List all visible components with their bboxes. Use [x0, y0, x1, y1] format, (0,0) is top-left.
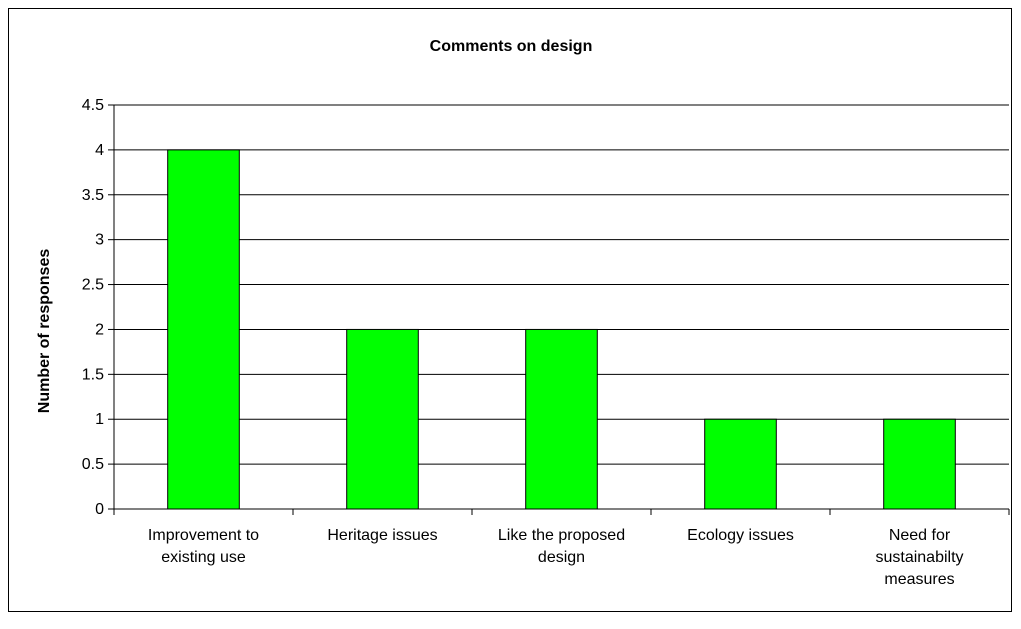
x-category-label: design	[538, 549, 585, 566]
chart-container: Comments on design Number of responses 0…	[8, 8, 1012, 612]
y-tick-label: 0	[95, 501, 104, 518]
y-tick-label: 1	[95, 411, 104, 428]
bar	[704, 418, 777, 510]
y-tick-label: 1.5	[82, 366, 104, 383]
bars	[167, 149, 956, 510]
x-category-label: existing use	[161, 549, 246, 566]
x-category-label: Heritage issues	[327, 527, 437, 544]
chart-title: Comments on design	[430, 38, 593, 55]
axes	[108, 104, 1010, 515]
y-tick-label: 4.5	[82, 97, 104, 114]
gridlines	[114, 104, 1009, 465]
y-tick-label: 4	[95, 142, 104, 159]
bar-chart: Comments on design Number of responses 0…	[36, 38, 1010, 588]
y-axis-title: Number of responses	[36, 249, 53, 414]
y-tick-label: 2.5	[82, 277, 104, 294]
bar	[525, 328, 598, 510]
y-tick-label: 3	[95, 232, 104, 249]
y-tick-label: 0.5	[82, 456, 104, 473]
x-category-label: Improvement to	[148, 527, 259, 544]
y-tick-label: 3.5	[82, 187, 104, 204]
labels: 0 0.5 1 1.5 2 2.5 3 3.5 4 4.5 Improvement to existi…	[82, 97, 964, 588]
x-category-label: sustainabilty	[875, 549, 963, 566]
x-category-label: Like the proposed	[498, 527, 625, 544]
bar	[883, 418, 956, 510]
bar	[167, 149, 240, 510]
bar	[346, 328, 419, 510]
y-tick-label: 2	[95, 321, 104, 338]
x-category-label: Ecology issues	[687, 527, 794, 544]
x-category-label: measures	[884, 571, 954, 588]
x-category-label: Need for	[889, 527, 951, 544]
